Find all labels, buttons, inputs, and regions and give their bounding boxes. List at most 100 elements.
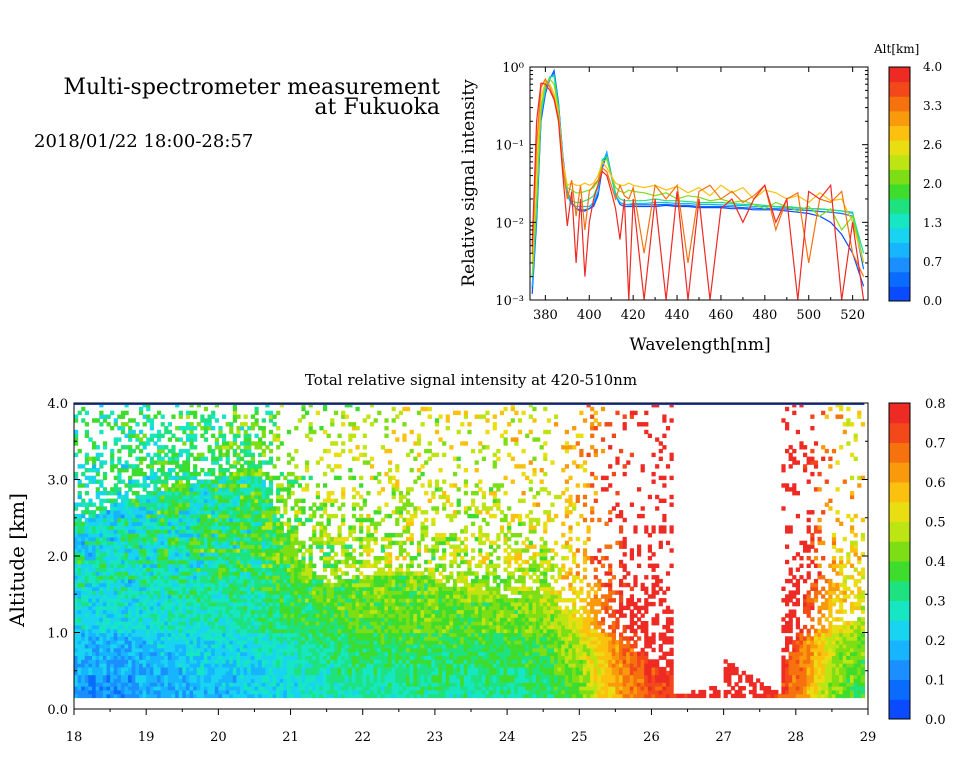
heatmap-cell (128, 567, 133, 572)
heatmap-cell (265, 410, 270, 416)
heatmap-cell (250, 479, 255, 484)
heatmap-cell (222, 632, 227, 637)
heatmap-cell (74, 682, 79, 687)
heatmap-cell (319, 594, 324, 599)
heatmap-cell (99, 632, 104, 637)
heatmap-cell (272, 510, 277, 515)
altitude-colorbar-cell (889, 198, 910, 214)
heatmap-cell (120, 693, 126, 699)
heatmap-cell (308, 655, 313, 660)
heatmap-cell (142, 521, 147, 526)
heatmap-cell (294, 605, 299, 611)
heatmap-cell (203, 578, 209, 584)
heatmap-cell (355, 640, 360, 645)
heatmap-cell (135, 544, 140, 549)
heatmap-cell (229, 582, 234, 588)
altitude-time-heatmap: Total relative signal intensity at 420-5… (5, 371, 876, 745)
heatmap-cell (185, 689, 191, 695)
heatmap-cell (222, 617, 227, 622)
heatmap-cell (106, 613, 111, 618)
heatmap-cell (341, 628, 346, 634)
heatmap-cell (297, 498, 302, 503)
heatmap-cell (243, 601, 248, 607)
heatmap-cell (240, 556, 245, 561)
heatmap-cell (261, 552, 266, 557)
heatmap-cell (77, 464, 82, 469)
heatmap-cell (294, 655, 299, 660)
heatmap-cell (120, 426, 126, 431)
heatmap-cell (276, 689, 281, 695)
heatmap-cell (95, 598, 100, 603)
heatmap-cell (301, 475, 306, 481)
heatmap-cell (139, 647, 144, 653)
heatmap-cell (319, 605, 324, 611)
heatmap-cell (265, 494, 270, 500)
heatmap-cell (305, 686, 310, 691)
heatmap-cell (232, 651, 237, 656)
heatmap-cell (113, 418, 118, 423)
heatmap-cell (258, 578, 263, 584)
heatmap-cell (258, 471, 263, 477)
heatmap-cell (359, 563, 364, 568)
heatmap-cell (128, 601, 133, 607)
heatmap-cell (203, 426, 209, 431)
heatmap-cell (362, 418, 367, 423)
heatmap-cell (258, 689, 263, 695)
heatmap-cell (164, 540, 169, 546)
heatmap-cell (323, 598, 328, 603)
heatmap-cell (131, 663, 136, 668)
heatmap-cell (128, 598, 133, 603)
heatmap-cell (301, 674, 306, 679)
heatmap-cell (272, 693, 277, 699)
heatmap-cell (146, 644, 151, 649)
heatmap-cell (341, 670, 346, 676)
heatmap-cell (135, 556, 140, 561)
heatmap-cell (160, 498, 165, 503)
heatmap-cell (225, 506, 230, 511)
heatmap-cell (171, 506, 176, 511)
heatmap-cell (139, 563, 144, 568)
heatmap-cell (268, 521, 274, 526)
heatmap-cell (142, 674, 147, 679)
heatmap-cell (124, 624, 129, 630)
heatmap-cell (250, 441, 255, 446)
heatmap-cell (243, 571, 248, 576)
heatmap-cell (95, 471, 100, 477)
heatmap-cell (323, 678, 328, 683)
heatmap-cell (167, 609, 172, 614)
heatmap-cell (203, 628, 209, 634)
heatmap-cell (243, 578, 248, 584)
heatmap-cell (265, 640, 270, 645)
heatmap-cell (348, 563, 353, 568)
heatmap-cell (290, 601, 295, 607)
heatmap-cell (77, 575, 82, 580)
heatmap-cell (355, 502, 360, 507)
heatmap-cell (229, 605, 234, 611)
heatmap-cell (160, 506, 165, 511)
heatmap-cell (351, 575, 357, 580)
heatmap-cell (240, 517, 245, 523)
heatmap-cell (225, 563, 230, 568)
heatmap-cell (272, 605, 277, 611)
heatmap-cell (276, 578, 281, 584)
heatmap-cell (88, 666, 93, 672)
heatmap-cell (149, 433, 154, 438)
heatmap-cell (261, 590, 266, 595)
heatmap-cell (175, 693, 180, 699)
heatmap-cell (297, 670, 302, 676)
heatmap-cell (232, 418, 237, 423)
heatmap-cell (330, 548, 335, 553)
heatmap-cell (113, 666, 118, 672)
heatmap-cell (258, 510, 263, 515)
heatmap-cell (124, 689, 129, 695)
heatmap-cell (283, 506, 288, 511)
heatmap-cell (135, 578, 140, 584)
heatmap-cell (232, 678, 237, 683)
heatmap-cell (222, 621, 227, 626)
heatmap-cell (102, 670, 108, 676)
heatmap-cell (167, 601, 172, 607)
heatmap-cell (258, 605, 263, 611)
heatmap-cell (182, 471, 187, 477)
heatmap-cell (319, 582, 324, 588)
heatmap-cell (167, 521, 172, 526)
